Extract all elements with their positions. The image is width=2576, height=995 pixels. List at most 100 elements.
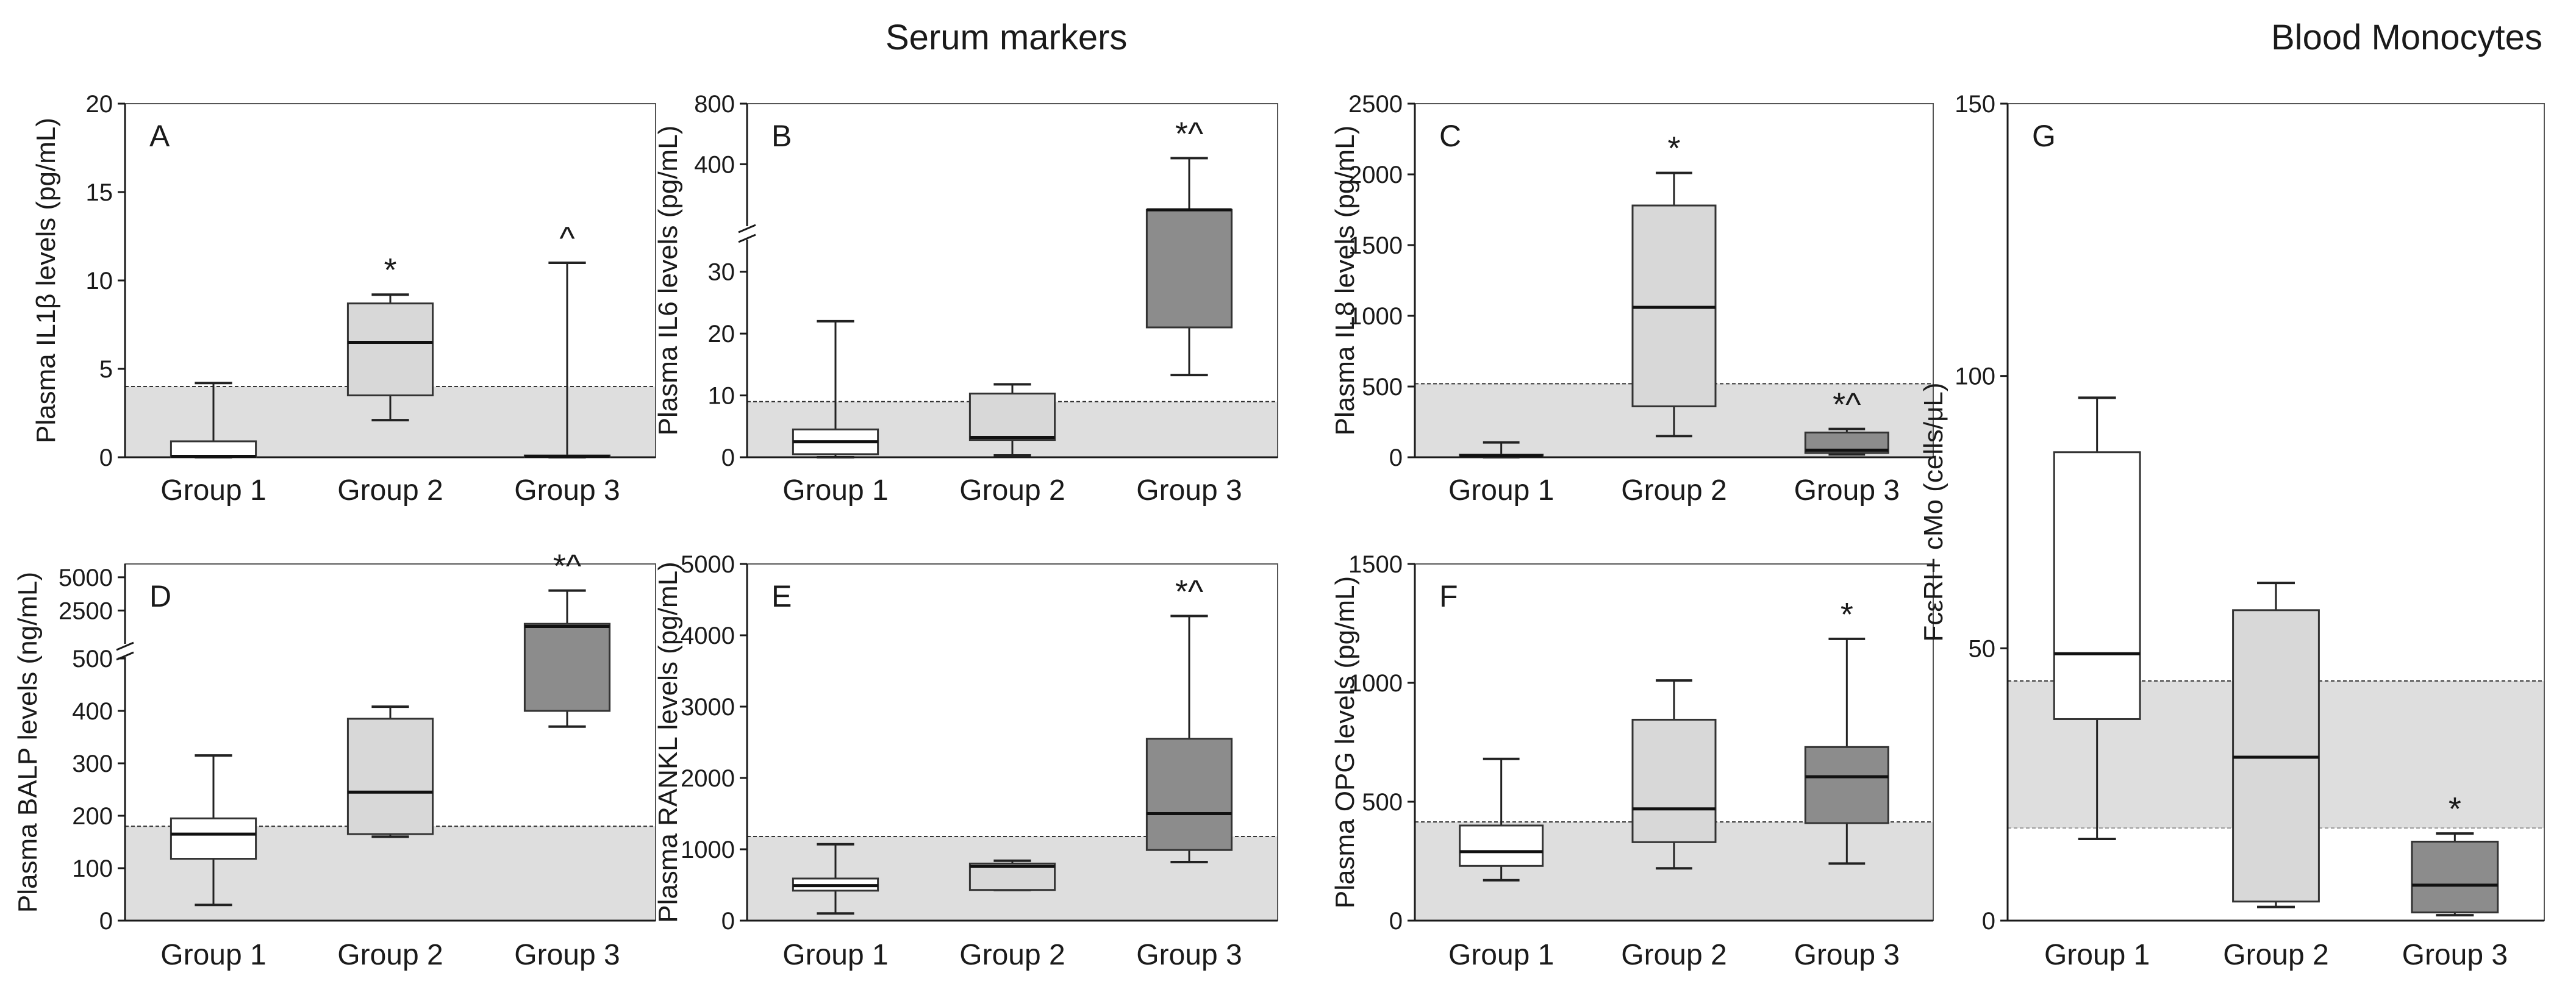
y-tick-label: 10	[86, 268, 113, 294]
y-axis-label: Plasma IL6 levels (pg/mL)	[653, 126, 683, 436]
box-group-3: * Group 3	[1794, 596, 1900, 971]
x-tick-label: Group 2	[2223, 939, 2328, 971]
box-iqr	[346, 302, 434, 397]
box-iqr	[1804, 746, 1889, 824]
x-tick-label: Group 1	[782, 474, 888, 507]
box-group-3: *^ Group 3	[1136, 115, 1242, 507]
box-group-3: *^ Group 3	[514, 548, 620, 971]
x-tick-label: Group 3	[1794, 474, 1900, 507]
x-tick-label: Group 1	[1448, 939, 1554, 971]
y-tick-label: 400	[694, 151, 735, 178]
x-tick-label: Group 2	[1621, 939, 1726, 971]
significance-mark: *	[384, 252, 396, 288]
axis-break-mark	[116, 641, 134, 651]
y-tick-label: 1000	[1348, 670, 1403, 697]
y-tick-label: 800	[694, 91, 735, 118]
y-tick-label: 30	[708, 259, 735, 286]
axis-break-mark	[738, 224, 756, 234]
y-tick-label: 0	[721, 444, 735, 471]
x-tick-label: Group 3	[1794, 939, 1900, 971]
box-group-2: * Group 2	[1621, 130, 1726, 507]
chart-panel-g: 0 50 100 150 FcεRI+ cMo (cells/μL) G Group 1 Gr…	[1919, 91, 2545, 971]
x-tick-label: Group 3	[514, 939, 620, 971]
y-tick-label: 2000	[681, 765, 735, 792]
box-group-1: Group 1	[782, 843, 889, 971]
panel-label: G	[2032, 119, 2056, 153]
x-tick-label: Group 3	[514, 474, 620, 507]
box-iqr	[1459, 824, 1544, 867]
section-title-serum: Serum markers	[886, 18, 1128, 57]
box-group-2: Group 2	[959, 859, 1065, 971]
chart-panel-b: 0 10 20 30 400 800 Plasma IL6 levels (pg/mL) B G…	[653, 91, 1278, 507]
y-tick-label: 100	[1955, 363, 1995, 390]
box-group-1: Group 1	[2044, 396, 2150, 971]
axis-break-mark	[738, 234, 756, 243]
x-tick-label: Group 2	[337, 474, 443, 507]
y-tick-label: 100	[72, 855, 113, 882]
y-tick-label: 1500	[1348, 551, 1403, 578]
x-tick-label: Group 1	[1448, 474, 1554, 507]
significance-mark: *^	[1833, 387, 1861, 423]
section-title-monocytes: Blood Monocytes	[2271, 18, 2542, 57]
panel-label: C	[1439, 119, 1461, 153]
box-iqr	[2053, 451, 2141, 720]
box-group-2: Group 2	[959, 383, 1065, 507]
y-tick-label: 1500	[1348, 232, 1403, 259]
y-tick-label: 50	[1969, 635, 1996, 662]
x-tick-label: Group 1	[782, 939, 888, 971]
x-tick-label: Group 2	[337, 939, 443, 971]
box-group-1: Group 1	[160, 382, 267, 507]
panel-label: A	[149, 119, 170, 153]
x-tick-label: Group 1	[160, 939, 266, 971]
y-tick-label: 3000	[681, 694, 735, 721]
y-axis-label: Plasma RANKL levels (pg/mL)	[653, 562, 683, 923]
box-iqr	[1145, 738, 1233, 851]
y-tick-label: 5000	[681, 551, 735, 578]
y-axis-label: Plasma IL1β levels (pg/mL)	[31, 118, 61, 443]
y-tick-label: 1000	[681, 836, 735, 863]
y-tick-label: 0	[1389, 908, 1403, 935]
x-tick-label: Group 1	[2044, 939, 2150, 971]
y-axis-label: FcεRI+ cMo (cells/μL)	[1919, 382, 1948, 641]
x-tick-label: Group 2	[959, 939, 1065, 971]
y-tick-label: 500	[1362, 374, 1403, 401]
y-axis-label: Plasma BALP levels (ng/mL)	[13, 572, 43, 913]
box-iqr	[2411, 840, 2499, 914]
y-tick-label: 0	[721, 908, 735, 935]
y-tick-label: 1000	[1348, 303, 1403, 330]
chart-panel-d: 0 100 200 300 400 500 2500 5000 Plasma BALP leve…	[13, 548, 656, 971]
y-tick-label: 15	[86, 179, 113, 206]
y-tick-label: 200	[72, 803, 113, 830]
significance-mark: *^	[553, 548, 582, 585]
significance-mark: *^	[1175, 115, 1204, 152]
box-group-3: *^ Group 3	[1136, 573, 1242, 971]
y-tick-label: 20	[86, 91, 113, 118]
panel-label: E	[771, 579, 792, 613]
y-tick-label: 5000	[59, 565, 113, 591]
box-iqr	[170, 817, 257, 860]
y-tick-label: 2500	[59, 597, 113, 624]
x-tick-label: Group 3	[2402, 939, 2508, 971]
box-group-1: Group 1	[1448, 757, 1554, 971]
panel-label: F	[1439, 579, 1458, 613]
box-group-2: * Group 2	[337, 252, 443, 507]
panel-label: D	[149, 579, 171, 613]
box-group-3: ^ Group 3	[514, 220, 620, 507]
y-tick-label: 10	[708, 383, 735, 410]
x-tick-label: Group 2	[959, 474, 1065, 507]
y-tick-label: 400	[72, 698, 113, 725]
significance-mark: *	[1841, 596, 1853, 633]
y-tick-label: 2000	[1348, 162, 1403, 188]
significance-mark: *	[1667, 130, 1680, 167]
box-iqr	[346, 718, 434, 835]
significance-mark: ^	[559, 220, 575, 257]
box-iqr	[968, 862, 1056, 891]
box-group-2: Group 2	[1621, 679, 1727, 971]
box-group-3: * Group 3	[2402, 791, 2508, 971]
x-tick-label: Group 3	[1136, 939, 1242, 971]
y-tick-label: 500	[72, 646, 113, 672]
box-group-1: Group 1	[160, 754, 267, 971]
y-tick-label: 0	[1389, 444, 1403, 471]
